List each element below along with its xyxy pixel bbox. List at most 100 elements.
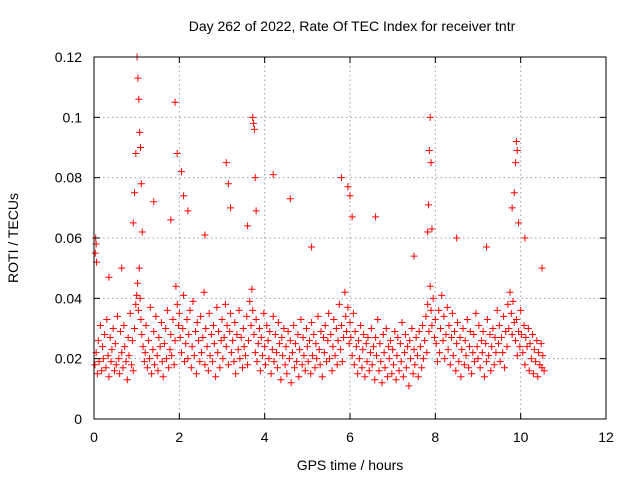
data-point <box>525 367 533 375</box>
data-point <box>348 352 356 360</box>
data-point <box>215 328 223 336</box>
data-point <box>107 358 115 366</box>
data-point <box>452 367 460 375</box>
data-point <box>222 159 230 167</box>
data-point <box>95 358 103 366</box>
data-points <box>91 53 548 390</box>
data-point <box>145 355 153 363</box>
data-point <box>502 328 510 336</box>
data-point <box>99 355 107 363</box>
data-point <box>538 264 546 272</box>
data-point <box>109 325 117 332</box>
data-point <box>115 355 123 363</box>
data-point <box>138 331 146 339</box>
data-point <box>345 340 353 348</box>
data-point <box>406 337 414 345</box>
data-point <box>175 309 183 317</box>
data-point <box>174 321 182 329</box>
data-point <box>217 337 225 345</box>
data-point <box>335 300 343 308</box>
data-point <box>426 113 434 121</box>
data-point <box>303 343 311 351</box>
data-point <box>453 340 461 348</box>
x-tick-label: 6 <box>346 429 354 445</box>
data-point <box>227 309 235 317</box>
y-tick-label: 0.08 <box>55 170 82 186</box>
data-point <box>244 222 252 230</box>
data-point <box>443 303 451 311</box>
data-point <box>326 355 334 363</box>
data-point <box>146 303 154 311</box>
data-point <box>224 180 232 188</box>
data-point <box>118 349 126 357</box>
data-point <box>250 125 258 133</box>
data-point <box>350 361 358 369</box>
data-point <box>361 373 369 381</box>
data-point <box>163 306 171 314</box>
data-point <box>257 334 265 342</box>
data-point <box>327 331 335 339</box>
data-point <box>91 361 99 369</box>
y-tick-label: 0.1 <box>63 109 83 125</box>
data-point <box>234 346 242 354</box>
data-point <box>106 334 114 342</box>
data-point <box>184 207 192 215</box>
data-point <box>310 331 318 339</box>
data-point <box>369 343 377 351</box>
data-point <box>497 334 505 342</box>
data-point <box>249 306 257 314</box>
data-point <box>343 328 351 336</box>
data-point <box>131 325 139 332</box>
data-point <box>176 334 184 342</box>
data-point <box>376 340 384 348</box>
data-point <box>457 373 465 381</box>
data-point <box>510 189 518 197</box>
data-point <box>105 273 113 281</box>
data-point <box>278 334 286 342</box>
data-point <box>523 343 531 351</box>
data-point <box>414 373 422 381</box>
data-point <box>135 264 143 272</box>
data-point <box>261 343 269 351</box>
data-point <box>360 331 368 339</box>
data-point <box>120 321 128 329</box>
data-point <box>507 309 515 317</box>
data-point <box>410 252 418 260</box>
data-point <box>512 315 520 323</box>
data-point <box>233 331 241 339</box>
data-point <box>488 343 496 351</box>
data-point <box>355 337 363 345</box>
data-point <box>362 340 370 348</box>
data-point <box>128 337 136 345</box>
data-point <box>207 331 215 339</box>
data-point <box>118 264 126 272</box>
data-point <box>473 343 481 351</box>
axis-tick-labels: 0 2 4 6 8 10 12 0 0.02 0.04 0.06 0.08 0.1 0.12 <box>55 49 614 445</box>
data-point <box>515 328 523 336</box>
data-point <box>410 346 418 354</box>
data-point <box>407 355 415 363</box>
data-point <box>173 300 181 308</box>
data-point <box>475 321 483 329</box>
data-point <box>393 352 401 360</box>
data-point <box>409 370 417 378</box>
data-point <box>195 337 203 345</box>
data-point <box>518 331 526 339</box>
data-point <box>108 346 116 354</box>
data-point <box>371 376 379 384</box>
data-point <box>269 312 277 320</box>
data-point <box>468 370 476 378</box>
data-point <box>308 318 316 326</box>
data-point <box>210 340 218 348</box>
data-point <box>165 364 173 372</box>
data-point <box>436 349 444 357</box>
data-point <box>202 325 210 332</box>
data-point <box>389 346 397 354</box>
data-point <box>422 312 430 320</box>
data-point <box>411 361 419 369</box>
data-point <box>478 349 486 357</box>
data-point <box>227 349 235 357</box>
data-point <box>171 98 179 106</box>
data-point <box>492 349 500 357</box>
data-point <box>249 113 257 121</box>
